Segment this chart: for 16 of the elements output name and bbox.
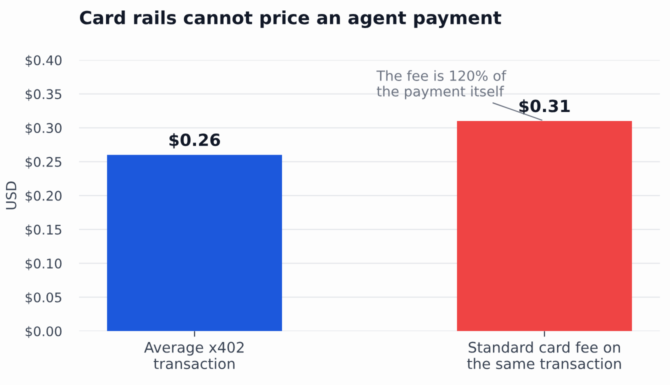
y-tick-label: $0.20 bbox=[26, 190, 62, 203]
data-label: $0.26 bbox=[169, 133, 220, 148]
y-tick-label: $0.10 bbox=[26, 258, 62, 270]
data-label: $0.31 bbox=[519, 99, 570, 114]
y-axis-title: USD bbox=[6, 182, 16, 210]
y-tick-label: $0.05 bbox=[26, 292, 62, 304]
y-tick-label: $0.35 bbox=[26, 88, 62, 101]
y-tick-label: $0.15 bbox=[26, 224, 62, 236]
x-tick-label: Standard card fee on the same transaction bbox=[467, 342, 621, 370]
y-tick-label: $0.40 bbox=[26, 55, 62, 68]
y-tick-label: $0.00 bbox=[26, 326, 62, 338]
annotation: The fee is 120% of the payment itself bbox=[376, 70, 506, 100]
y-tick-label: $0.30 bbox=[26, 122, 62, 135]
chart-title: Card rails cannot price an agent payment bbox=[80, 10, 502, 28]
y-tick-label: $0.25 bbox=[26, 156, 62, 169]
x-tick-label: Average x402 transaction bbox=[144, 342, 244, 370]
